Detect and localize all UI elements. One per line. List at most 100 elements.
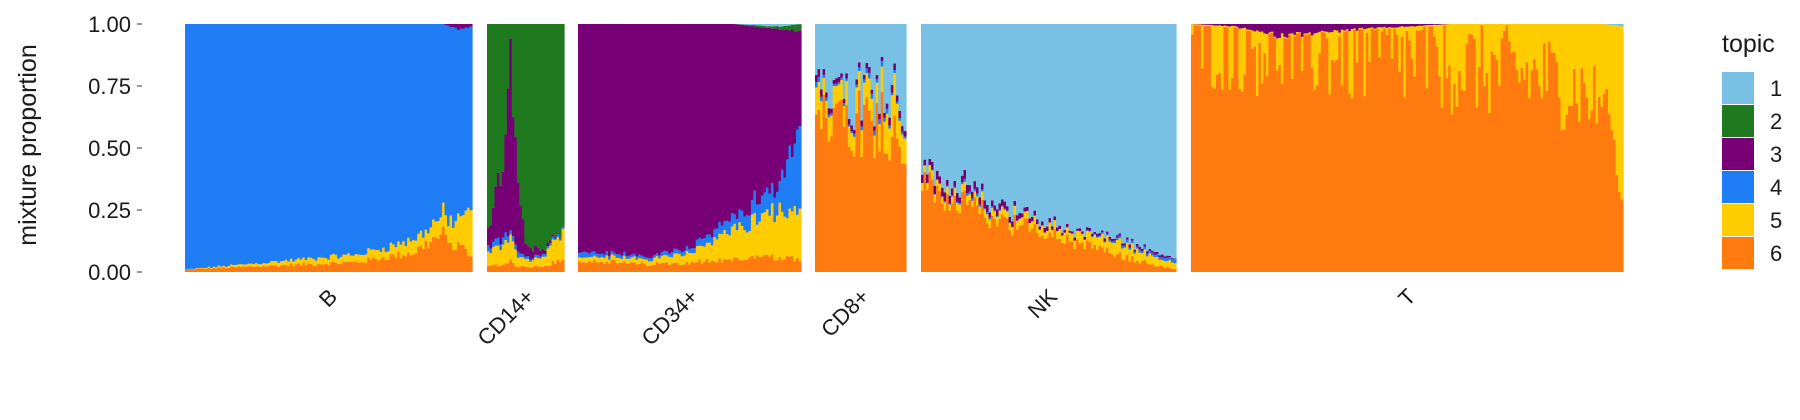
bar-segment-topic-3: [1151, 250, 1155, 253]
bar-segment-topic-4: [429, 24, 433, 228]
bar-segment-topic-4: [870, 93, 874, 99]
bar-segment-topic-3: [1203, 24, 1207, 25]
bar-segment-topic-6: [222, 267, 226, 272]
bar-segment-topic-3: [688, 24, 692, 250]
bar-segment-topic-5: [1171, 262, 1175, 269]
bar-segment-topic-4: [690, 248, 694, 254]
bar-segment-topic-6: [1605, 89, 1609, 272]
bar-segment-topic-5: [1141, 253, 1145, 261]
bar-segment-topic-3: [452, 24, 456, 28]
bar-segment-topic-4: [1158, 257, 1162, 260]
bar-segment-topic-4: [519, 253, 523, 258]
bar-segment-topic-6: [349, 261, 353, 272]
bar-segment-topic-3: [1405, 24, 1409, 27]
bar-segment-topic-1: [943, 24, 947, 193]
bar-segment-topic-3: [1283, 24, 1287, 37]
bar-segment-topic-3: [1103, 238, 1107, 242]
bar-segment-topic-5: [1365, 28, 1369, 33]
bar-segment-topic-5: [1158, 259, 1162, 266]
bar-segment-topic-4: [289, 24, 293, 259]
bar-segment-topic-6: [728, 259, 732, 272]
bar-segment-topic-6: [1171, 268, 1175, 272]
bar-segment-topic-1: [890, 24, 894, 85]
bar-segment-topic-3: [978, 197, 982, 205]
bar-segment-topic-6: [1510, 52, 1514, 273]
bar-segment-topic-4: [287, 24, 291, 262]
bar-segment-topic-3: [1288, 24, 1292, 34]
bar-segment-topic-3: [888, 117, 892, 126]
bar-segment-topic-3: [720, 24, 724, 226]
bar-segment-topic-6: [1113, 257, 1117, 272]
bar-segment-topic-6: [1245, 30, 1250, 273]
bar-segment-topic-4: [199, 24, 204, 268]
bar-segment-topic-5: [815, 87, 819, 115]
bar-segment-topic-1: [1096, 24, 1100, 234]
bar-segment-topic-3: [941, 187, 945, 197]
bar-segment-topic-5: [1438, 24, 1442, 77]
bar-segment-topic-5: [840, 79, 844, 100]
bar-segment-topic-5: [1448, 24, 1452, 66]
bar-segment-topic-5: [1086, 230, 1090, 241]
bar-segment-topic-5: [1101, 233, 1105, 248]
y-axis-title: mixture proportion: [14, 44, 42, 245]
bar-segment-topic-1: [893, 24, 897, 64]
bar-segment-topic-2: [546, 24, 550, 243]
bar-segment-topic-5: [700, 245, 704, 264]
bar-segment-topic-6: [1315, 85, 1319, 272]
bar-segment-topic-6: [1031, 228, 1035, 272]
bar-segment-topic-5: [1096, 237, 1100, 250]
bar-segment-topic-5: [750, 214, 754, 256]
bar-segment-topic-3: [1123, 243, 1127, 246]
bar-segment-topic-3: [580, 24, 584, 253]
bar-segment-topic-3: [531, 251, 535, 259]
bar-segment-topic-3: [1128, 244, 1132, 248]
bar-segment-topic-1: [978, 24, 982, 198]
bar-segment-topic-3: [815, 75, 819, 83]
bar-segment-topic-1: [775, 24, 780, 27]
bar-segment-topic-4: [302, 24, 306, 258]
bar-segment-topic-3: [499, 185, 503, 245]
bar-segment-topic-1: [938, 24, 942, 177]
bar-segment-topic-5: [199, 267, 204, 269]
bar-segment-topic-5: [837, 84, 841, 102]
bar-segment-topic-1: [1103, 24, 1107, 239]
bar-segment-topic-5: [1473, 24, 1477, 39]
bar-segment-topic-3: [1166, 255, 1170, 258]
bar-segment-topic-6: [244, 266, 248, 272]
bar-segment-topic-6: [1568, 105, 1572, 272]
bar-segment-topic-6: [996, 226, 1000, 272]
bar-segment-topic-3: [780, 30, 785, 170]
bar-segment-topic-3: [878, 113, 882, 120]
bar-segment-topic-4: [364, 24, 368, 255]
bar-segment-topic-6: [600, 261, 604, 272]
bar-segment-topic-4: [630, 254, 634, 258]
x-group-label: CD14+: [473, 284, 540, 351]
bar-segment-topic-6: [1218, 72, 1222, 272]
bar-segment-topic-5: [1305, 33, 1309, 35]
bar-segment-topic-4: [653, 255, 657, 258]
bar-segment-topic-3: [1131, 238, 1135, 241]
bar-segment-topic-5: [1205, 24, 1210, 27]
panel-cd14plus: [487, 24, 565, 272]
bar-segment-topic-6: [1043, 238, 1047, 272]
bar-segment-topic-6: [489, 265, 493, 272]
bar-segment-topic-4: [580, 252, 584, 258]
bar-segment-topic-5: [1011, 227, 1015, 236]
bar-segment-topic-5: [1548, 24, 1552, 42]
bar-segment-topic-5: [207, 266, 211, 268]
bar-segment-topic-5: [339, 257, 343, 264]
bar-segment-topic-3: [1313, 24, 1317, 34]
bar-segment-topic-4: [610, 250, 614, 255]
bar-segment-topic-1: [991, 24, 995, 201]
bar-segment-topic-3: [1013, 200, 1017, 206]
bar-segment-topic-4: [655, 253, 659, 257]
bar-segment-topic-5: [247, 263, 251, 267]
bar-segment-topic-1: [825, 24, 829, 93]
bar-segment-topic-5: [1136, 248, 1140, 261]
bar-segment-topic-5: [1245, 29, 1250, 31]
bar-segment-topic-3: [873, 126, 877, 131]
bar-segment-topic-6: [1001, 214, 1005, 272]
bar-segment-topic-3: [1250, 24, 1255, 31]
bar-segment-topic-4: [973, 188, 977, 192]
panel-t: [1191, 24, 1624, 273]
